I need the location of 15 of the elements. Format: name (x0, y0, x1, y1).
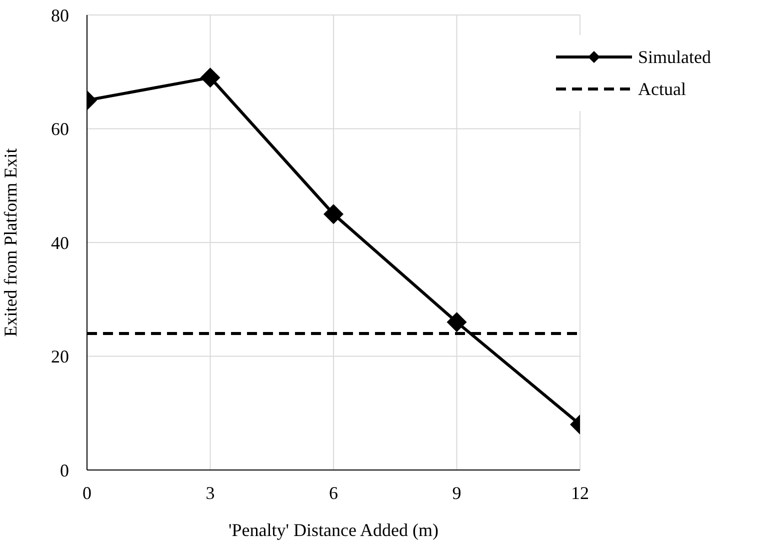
y-tick-label: 60 (51, 119, 69, 140)
y-axis-title: Exited from Platform Exit (0, 148, 20, 337)
y-tick-label: 20 (51, 346, 69, 367)
x-axis-title: 'Penalty' Distance Added (m) (228, 520, 438, 540)
x-tick-label: 3 (206, 482, 215, 503)
y-tick-label: 80 (51, 5, 69, 26)
point (324, 204, 344, 224)
legend-label: Actual (638, 78, 686, 100)
y-tick-label: 0 (60, 460, 69, 480)
x-tick-label: 6 (329, 482, 338, 503)
legend-label: Simulated (638, 46, 711, 68)
x-tick-label: 12 (571, 482, 589, 503)
x-tick-label: 9 (452, 482, 462, 503)
x-tick-label: 0 (82, 482, 92, 503)
y-tick-label: 40 (51, 232, 69, 253)
